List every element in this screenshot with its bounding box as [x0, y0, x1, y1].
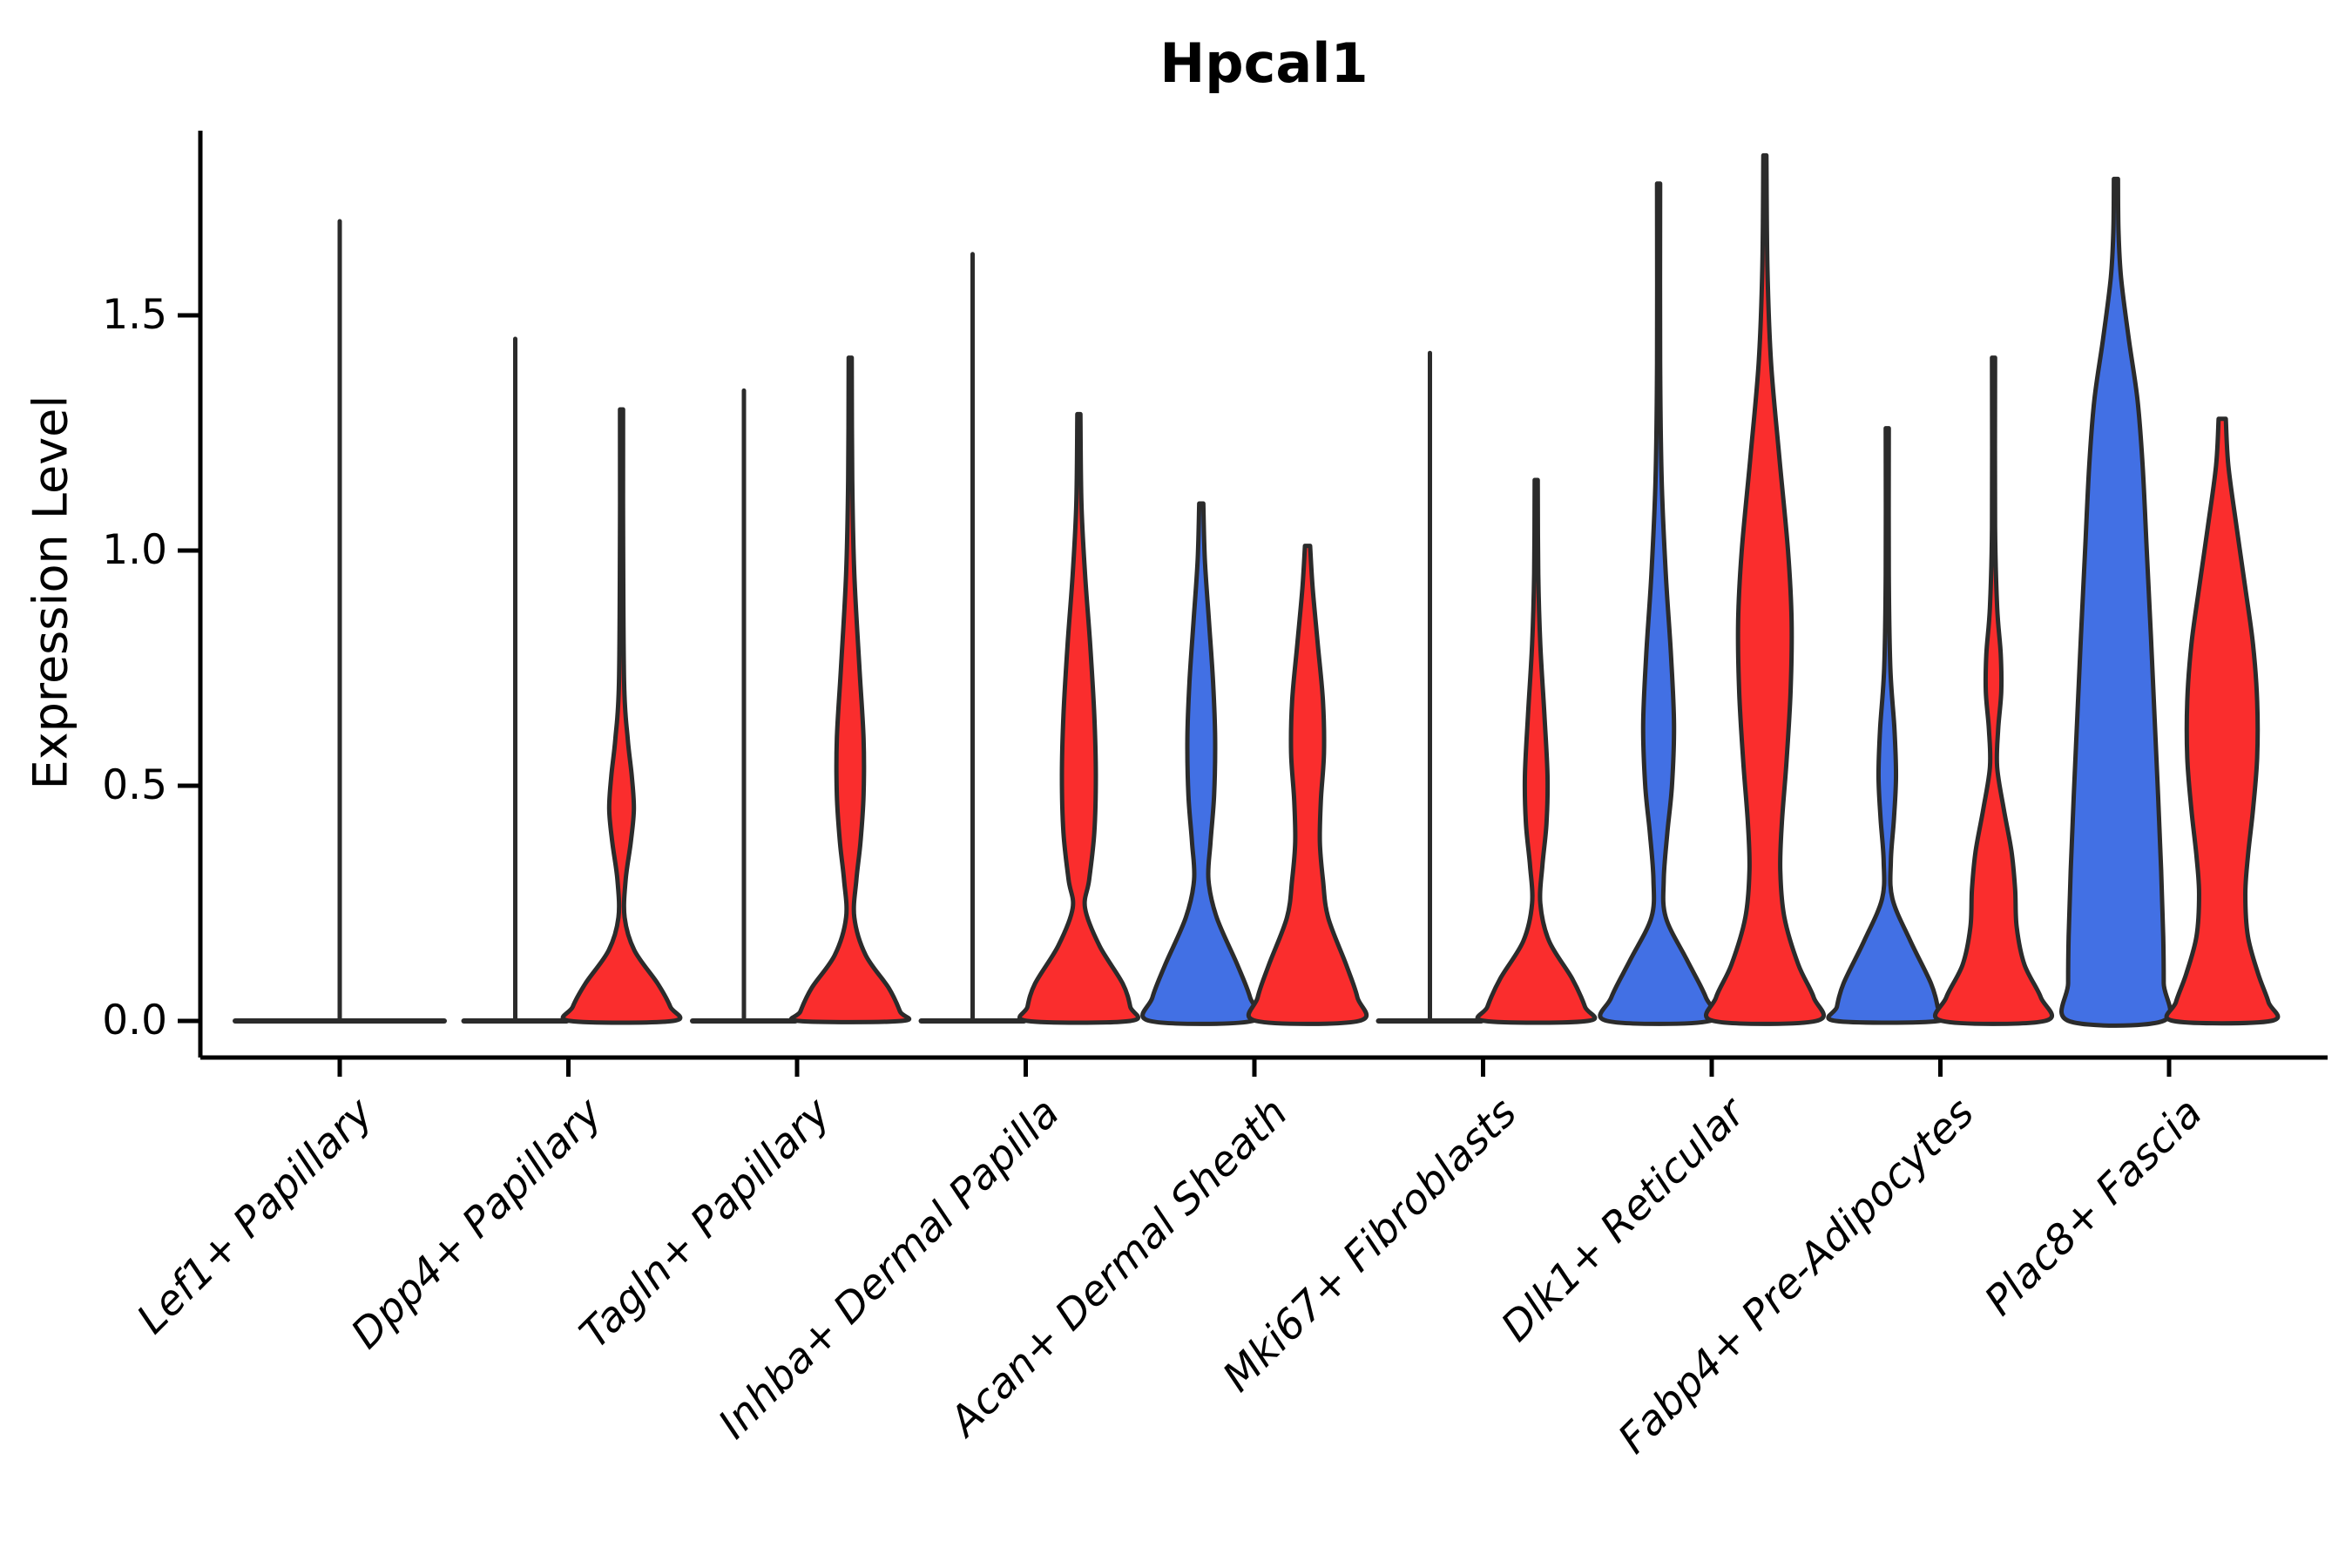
y-tick-label-0.0: 0.0: [102, 997, 167, 1044]
violin-plac8-fascia-red: [2164, 416, 2281, 1026]
y-tick-label-1.0: 1.0: [102, 526, 167, 574]
violin-dpp4-papillary-red: [560, 407, 683, 1025]
violin-dlk1-reticular-blue: [1598, 181, 1720, 1026]
violin-plac8-fascia-blue: [2059, 176, 2173, 1028]
violin-tagln-papillary-red: [788, 355, 912, 1024]
y-tick-label-1.5: 1.5: [102, 291, 167, 339]
violin-acan-dermal-sheath-red: [1246, 544, 1369, 1026]
violin-mki67-fibroblasts-red: [1475, 477, 1598, 1025]
violin-inhba-dermal-papilla-red: [1017, 411, 1141, 1025]
violin-dlk1-reticular-red: [1704, 152, 1826, 1026]
y-tick-label-0.5: 0.5: [102, 761, 167, 809]
violin-fabp4-pre-adipocytes-blue: [1826, 426, 1949, 1025]
violin-fabp4-pre-adipocytes-red: [1933, 355, 2054, 1026]
violin-acan-dermal-sheath-blue: [1140, 501, 1262, 1026]
plot-title: Hpcal1: [1159, 31, 1369, 95]
